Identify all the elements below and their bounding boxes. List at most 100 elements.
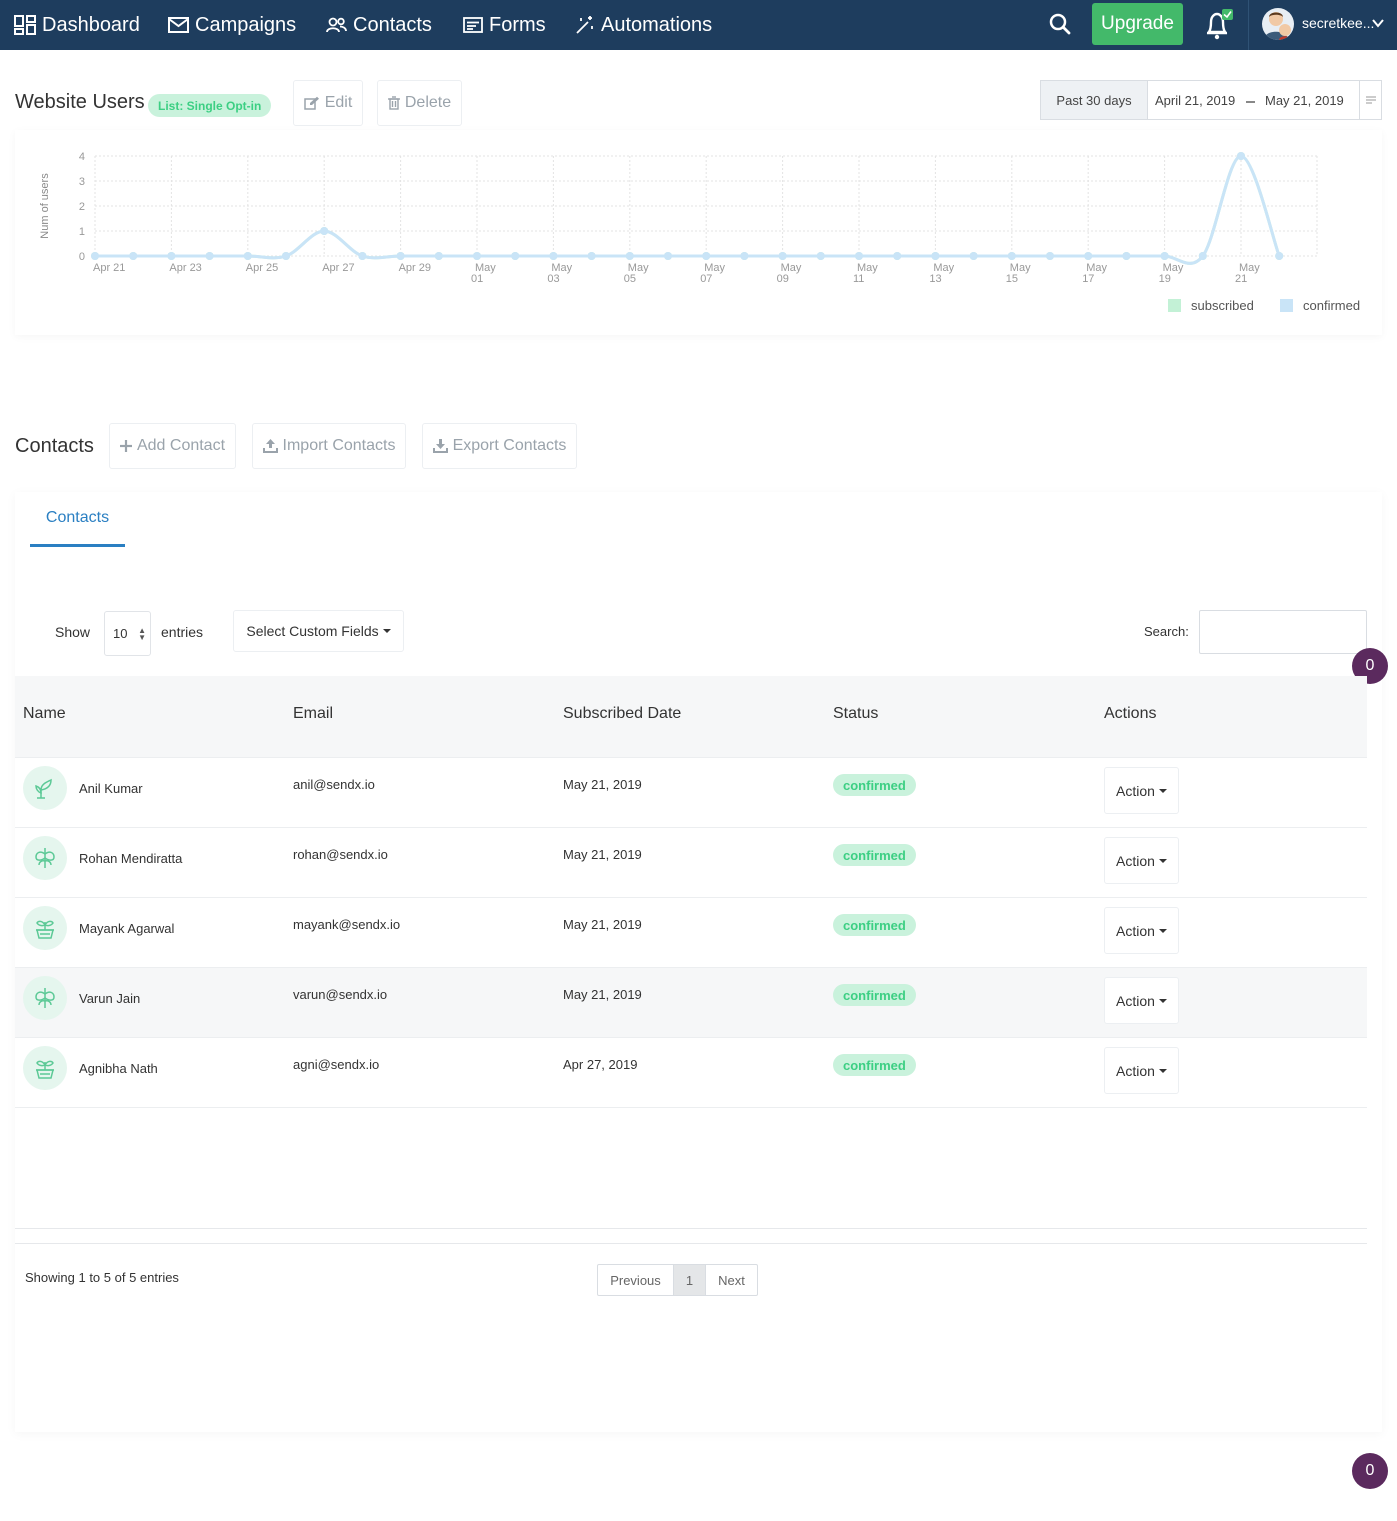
data-point-confirmed [816, 252, 825, 260]
add-contact-label: Add Contact [136, 437, 226, 454]
action-dropdown[interactable]: Action [1104, 1047, 1179, 1094]
nav-campaigns-label: Campaigns [195, 13, 297, 36]
users-icon [326, 17, 347, 33]
data-point-confirmed [625, 252, 634, 260]
page-size-select[interactable]: 10 ▲ ▼ [104, 611, 151, 656]
edit-list-button[interactable]: Edit [293, 80, 363, 126]
action-dropdown[interactable]: Action [1104, 907, 1179, 954]
custom-fields-dropdown[interactable]: Select Custom Fields [233, 610, 404, 652]
contact-email: rohan@sendx.io [293, 847, 388, 862]
contact-email: agni@sendx.io [293, 1057, 380, 1072]
x-tick-label: May 01 [471, 262, 496, 285]
header-subscribed-date[interactable]: Subscribed Date [563, 705, 682, 722]
header-name[interactable]: Name [23, 705, 66, 722]
tab-contacts[interactable]: Contacts [30, 492, 125, 547]
chat-count-bubble-bottom[interactable]: 0 [1352, 1453, 1388, 1489]
x-tick-label: May 05 [624, 262, 649, 285]
data-point-confirmed [1198, 252, 1207, 260]
data-point-confirmed [1046, 252, 1054, 260]
data-point-confirmed [358, 252, 367, 260]
export-contacts-button[interactable]: Export Contacts [422, 423, 577, 469]
contacts-section-title: Contacts [15, 435, 94, 457]
data-point-confirmed [969, 252, 978, 260]
x-tick-label: Apr 21 [93, 262, 125, 274]
data-point-confirmed [931, 252, 940, 260]
contact-name[interactable]: Varun Jain [79, 991, 141, 1006]
caret-down-icon [1158, 1068, 1167, 1073]
download-icon [432, 439, 448, 453]
users-chart-card: 0 1 2 3 4 Apr 21 Apr 23 Apr 25 Apr 27 Apr 29 May 01… [15, 130, 1382, 335]
caret-down-icon [1158, 928, 1167, 933]
upgrade-button[interactable]: Upgrade [1092, 3, 1183, 45]
planter-icon [36, 1060, 54, 1079]
header-status[interactable]: Status [833, 705, 879, 722]
import-contacts-button[interactable]: Import Contacts [252, 423, 406, 469]
data-point-confirmed [1160, 252, 1169, 260]
data-point-confirmed [855, 252, 863, 260]
nav-forms-label: Forms [489, 13, 546, 36]
date-preset-button[interactable]: Past 30 days [1041, 81, 1148, 119]
contact-name[interactable]: Anil Kumar [79, 781, 143, 796]
contact-name[interactable]: Mayank Agarwal [79, 921, 175, 936]
data-point-confirmed [511, 252, 520, 260]
nav-contacts-label: Contacts [353, 13, 432, 36]
data-point-confirmed [396, 252, 405, 260]
date-options-button[interactable] [1359, 81, 1381, 119]
nav-contacts[interactable]: Contacts [326, 0, 432, 50]
x-tick-label: May 17 [1082, 262, 1107, 285]
nav-automations[interactable]: Automations [575, 0, 712, 50]
user-name[interactable]: secretkee... [1302, 15, 1375, 31]
date-range-picker[interactable]: Past 30 days April 21, 2019 May 21, 2019 [1040, 80, 1382, 120]
status-badge: confirmed [833, 774, 916, 796]
delete-list-button[interactable]: Delete [377, 80, 462, 126]
page-1-button[interactable]: 1 [674, 1265, 706, 1295]
chevron-down-icon[interactable] [1372, 17, 1384, 29]
legend-label: confirmed [1303, 298, 1361, 313]
legend-subscribed[interactable]: subscribed [1168, 298, 1254, 313]
data-point-confirmed [320, 227, 329, 235]
header-email[interactable]: Email [293, 705, 334, 722]
leaf-icon [35, 848, 55, 868]
legend-confirmed[interactable]: confirmed [1280, 298, 1360, 313]
date-separator [1246, 101, 1255, 103]
contact-email: anil@sendx.io [293, 777, 375, 792]
next-page-button[interactable]: Next [718, 1272, 745, 1288]
contacts-table: Name Email Subscribed Date Status Action… [15, 676, 1367, 1229]
contact-name[interactable]: Rohan Mendiratta [79, 851, 183, 866]
x-tick-label: May 19 [1159, 262, 1184, 285]
date-end[interactable]: May 21, 2019 [1265, 93, 1344, 108]
table-row: Anil Kumar anil@sendx.io May 21, 2019 co… [15, 758, 1367, 828]
date-start[interactable]: April 21, 2019 [1155, 93, 1236, 108]
contact-date: May 21, 2019 [563, 987, 642, 1002]
y-tick-label: 4 [79, 151, 85, 163]
contact-avatar [23, 836, 67, 880]
x-tick-label: Apr 29 [399, 262, 431, 274]
data-point-confirmed [1084, 252, 1093, 260]
data-point-confirmed [1275, 252, 1284, 260]
x-tick-label: May 15 [1006, 262, 1031, 285]
search-label: Search: [1144, 624, 1189, 639]
table-divider [15, 1243, 1367, 1244]
contact-email: varun@sendx.io [293, 987, 388, 1002]
add-contact-button[interactable]: Add Contact [109, 423, 236, 469]
search-icon[interactable] [1048, 12, 1072, 36]
action-dropdown[interactable]: Action [1104, 977, 1179, 1024]
notification-bell-icon[interactable] [1202, 8, 1236, 42]
nav-campaigns[interactable]: Campaigns [168, 0, 296, 50]
nav-dashboard[interactable]: Dashboard [14, 0, 140, 50]
contact-date: Apr 27, 2019 [563, 1057, 638, 1072]
search-input[interactable] [1199, 610, 1367, 654]
legend-swatch [1280, 299, 1293, 312]
x-tick-label: Apr 23 [169, 262, 201, 274]
data-point-confirmed [129, 252, 138, 260]
y-tick-label: 1 [79, 226, 85, 238]
table-row: Rohan Mendiratta rohan@sendx.io May 21, … [15, 828, 1367, 898]
y-axis-label: Num of users [39, 173, 51, 239]
contact-name[interactable]: Agnibha Nath [79, 1061, 158, 1076]
nav-automations-label: Automations [601, 13, 713, 36]
nav-forms[interactable]: Forms [463, 0, 546, 50]
previous-page-button[interactable]: Previous [598, 1265, 674, 1295]
action-dropdown[interactable]: Action [1104, 767, 1179, 814]
user-avatar[interactable] [1262, 8, 1294, 40]
action-dropdown[interactable]: Action [1104, 837, 1179, 884]
